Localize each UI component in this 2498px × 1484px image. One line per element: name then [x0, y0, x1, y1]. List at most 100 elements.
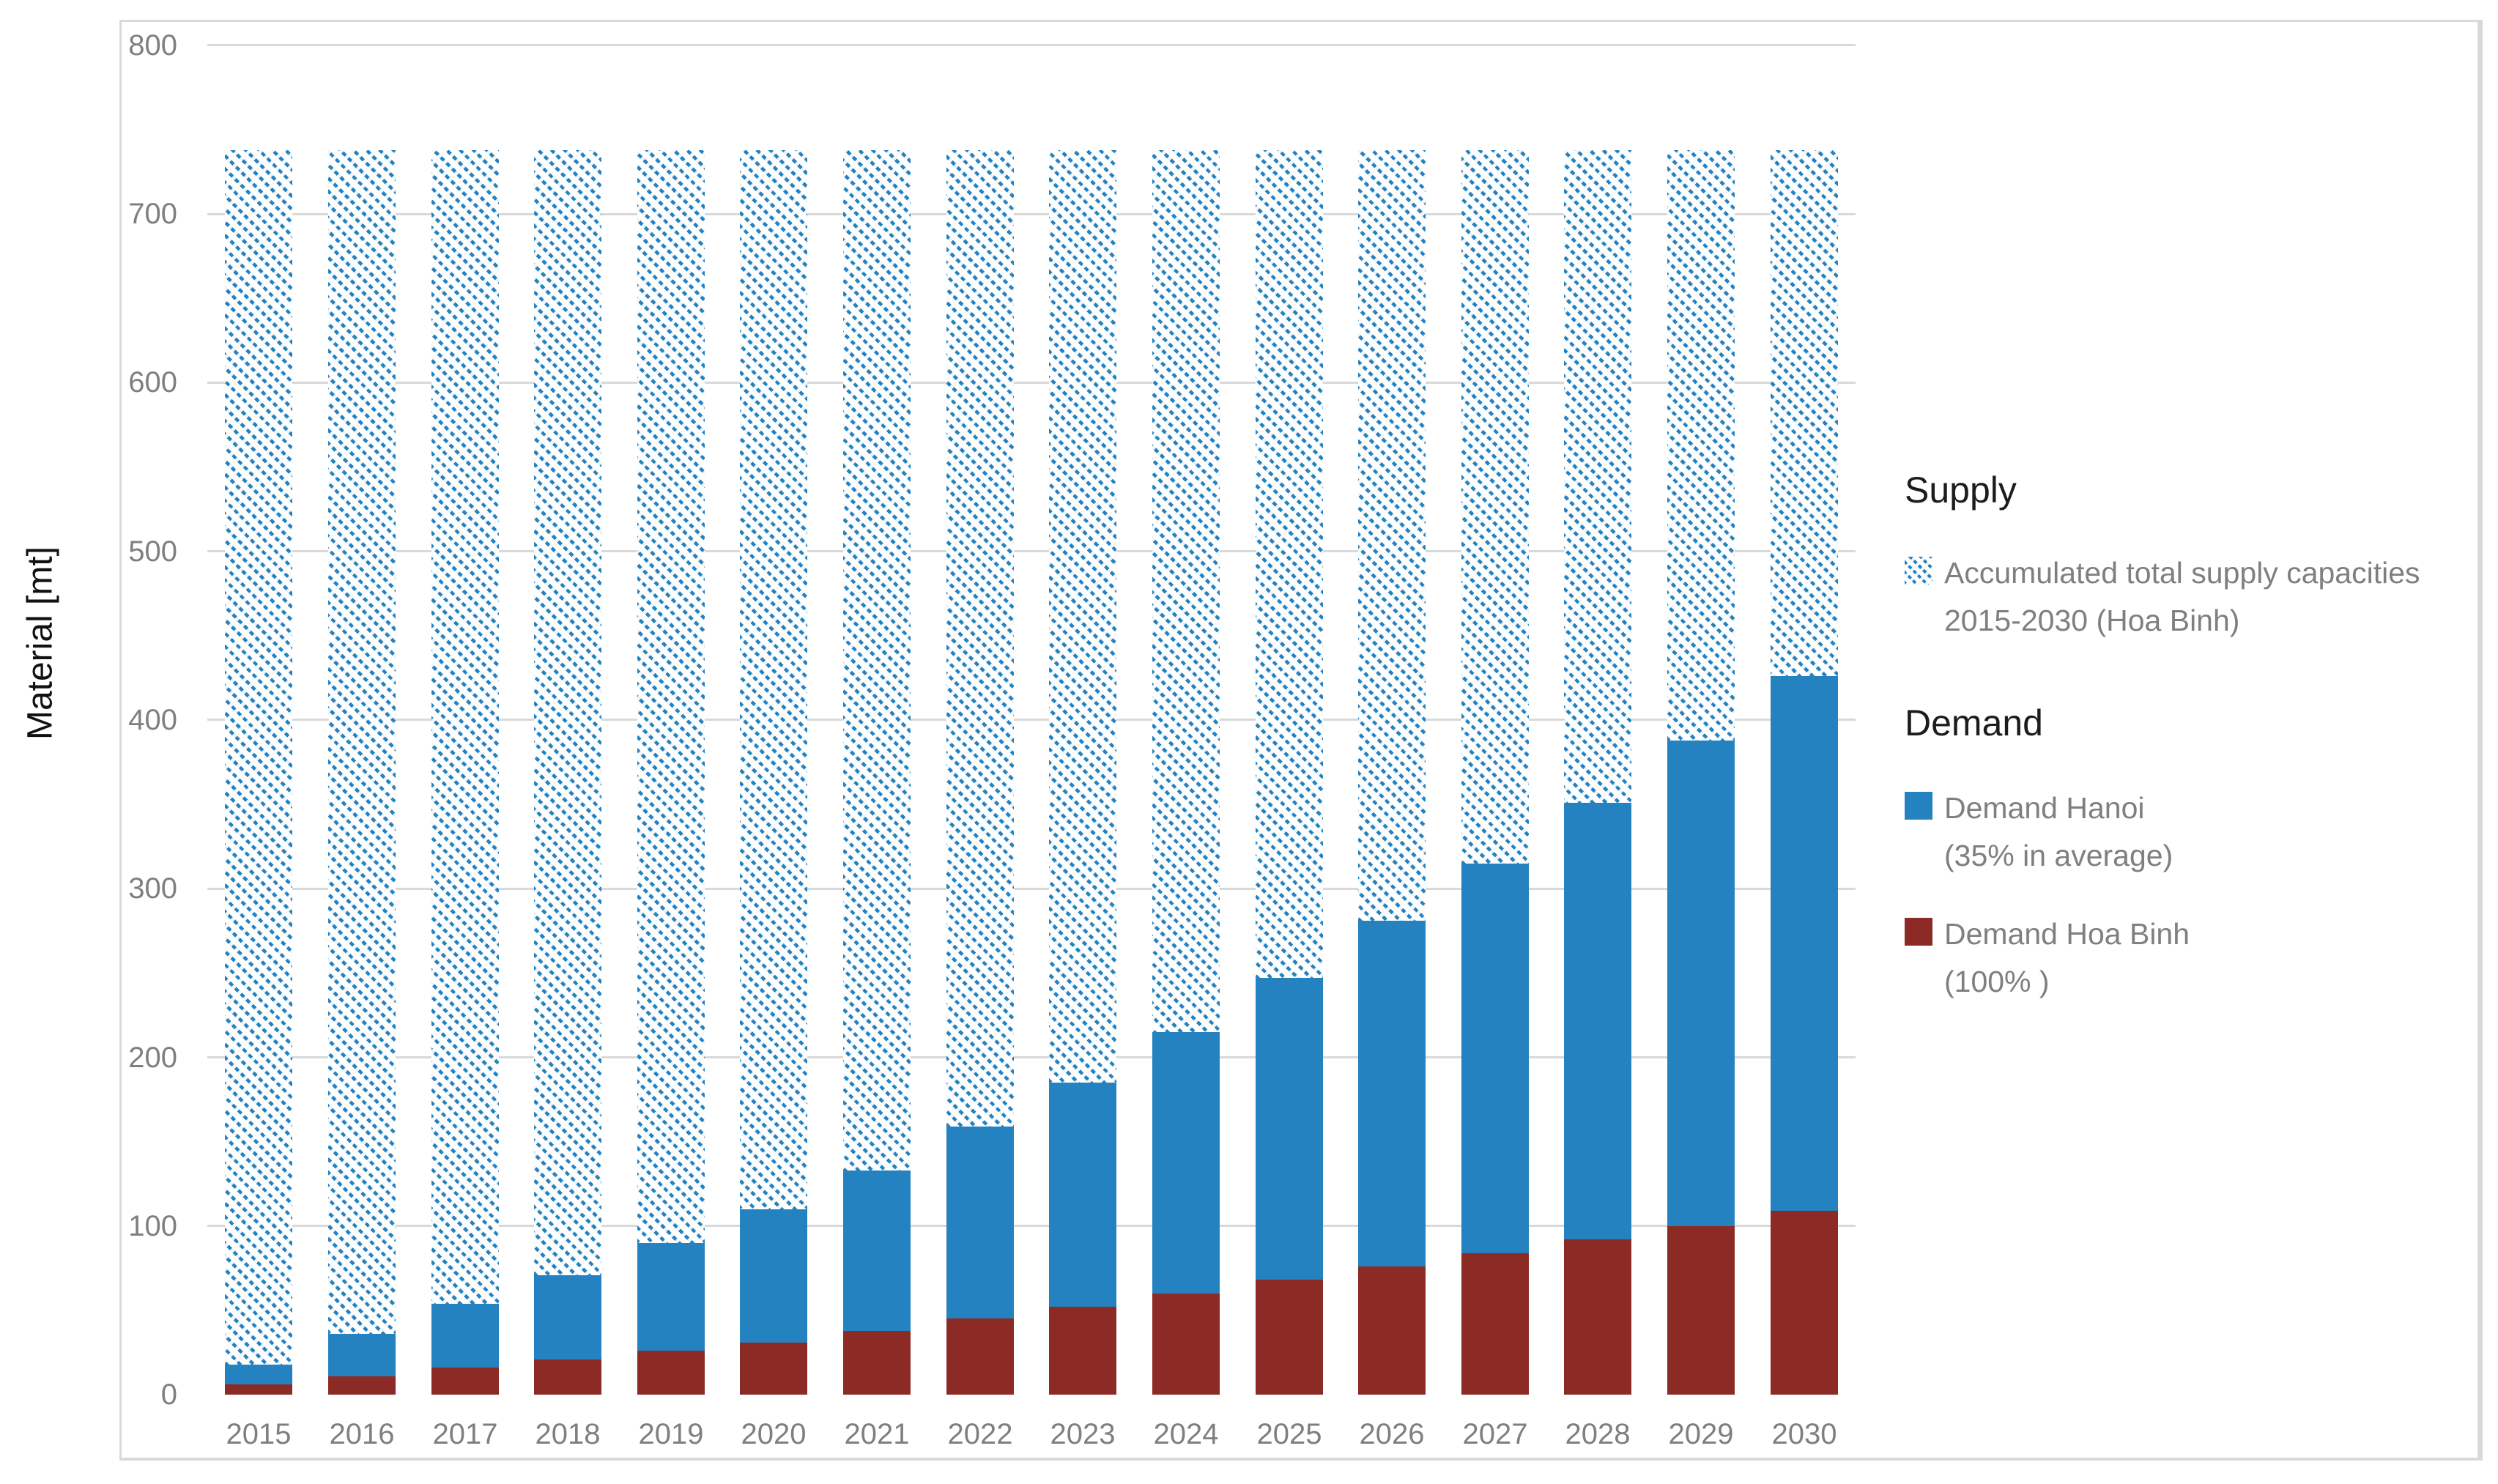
demand-hoa-binh-swatch-icon — [1905, 918, 1932, 946]
bar-2024-supply-capacity — [1152, 150, 1220, 1032]
bar-2021-demand-hoa-binh — [843, 1331, 911, 1395]
legend-item-hanoi-line2: (35% in average) — [1944, 839, 2173, 872]
bar-2026-supply-capacity — [1358, 150, 1426, 921]
y-gridline-100 — [207, 1225, 1856, 1227]
bar-2027-demand-hanoi — [1461, 864, 1529, 1253]
bar-2020-supply-capacity — [740, 150, 807, 1209]
bar-2022-supply-capacity — [946, 150, 1014, 1127]
chart-frame — [119, 20, 2483, 1461]
bar-2030-demand-hoa-binh — [1771, 1211, 1838, 1395]
bar-2021-demand-hanoi — [843, 1170, 911, 1331]
x-axis-label-2024: 2024 — [1153, 1418, 1219, 1450]
x-axis-label-2027: 2027 — [1462, 1418, 1528, 1450]
bar-2025-demand-hoa-binh — [1256, 1280, 1323, 1395]
x-axis-label-2022: 2022 — [947, 1418, 1013, 1450]
x-axis-label-2015: 2015 — [226, 1418, 292, 1450]
legend-item-hanoi-label: Demand Hanoi (35% in average) — [1944, 784, 2173, 880]
x-axis-label-2030: 2030 — [1771, 1418, 1837, 1450]
bar-2027-demand-hoa-binh — [1461, 1253, 1529, 1395]
bar-2028-supply-capacity — [1564, 150, 1631, 803]
legend-supply-header: Supply — [1905, 470, 2017, 511]
legend-item-supply-capacity: Accumulated total supply capacities 2015… — [1905, 549, 2472, 645]
bar-2015-supply-capacity — [225, 150, 292, 1365]
legend-item-supply-line2: 2015-2030 (Hoa Binh) — [1944, 604, 2240, 637]
bar-2018-supply-capacity — [534, 150, 601, 1275]
bar-2022-demand-hanoi — [946, 1127, 1014, 1318]
bar-2028-demand-hoa-binh — [1564, 1239, 1631, 1395]
x-axis-label-2017: 2017 — [432, 1418, 498, 1450]
bar-2025-demand-hanoi — [1256, 978, 1323, 1280]
bar-2021-supply-capacity — [843, 150, 911, 1170]
bar-2028-demand-hanoi — [1564, 803, 1631, 1239]
legend-item-hoa-binh-line2: (100% ) — [1944, 965, 2050, 998]
bar-2024-demand-hoa-binh — [1152, 1294, 1220, 1395]
bar-2016-demand-hanoi — [328, 1334, 396, 1376]
y-gridline-400 — [207, 719, 1856, 721]
supply-hatch-swatch-icon — [1905, 557, 1932, 585]
bar-2030-supply-capacity — [1771, 150, 1838, 676]
bar-2015-demand-hanoi — [225, 1365, 292, 1384]
bar-2018-demand-hanoi — [534, 1275, 601, 1359]
x-axis-label-2023: 2023 — [1050, 1418, 1116, 1450]
bar-2015-demand-hoa-binh — [225, 1384, 292, 1395]
bar-2023-demand-hanoi — [1049, 1083, 1116, 1307]
bar-2026-demand-hoa-binh — [1358, 1266, 1426, 1395]
demand-hanoi-swatch-icon — [1905, 792, 1932, 820]
legend-item-hoa-binh-line1: Demand Hoa Binh — [1944, 917, 2190, 951]
bar-2017-demand-hoa-binh — [431, 1368, 499, 1395]
bar-2023-demand-hoa-binh — [1049, 1307, 1116, 1395]
legend-item-hoa-binh-label: Demand Hoa Binh (100% ) — [1944, 910, 2190, 1006]
y-gridline-800 — [207, 44, 1856, 46]
bar-2024-demand-hanoi — [1152, 1032, 1220, 1294]
y-axis-tick-label-700: 700 — [128, 198, 177, 230]
bar-2016-supply-capacity — [328, 150, 396, 1334]
y-gridline-300 — [207, 888, 1856, 890]
bar-2027-supply-capacity — [1461, 150, 1529, 864]
bar-2019-demand-hoa-binh — [637, 1351, 705, 1395]
y-gridline-200 — [207, 1056, 1856, 1058]
legend-item-supply-label: Accumulated total supply capacities 2015… — [1944, 549, 2420, 645]
legend-item-demand-hanoi: Demand Hanoi (35% in average) — [1905, 784, 2472, 880]
y-axis-tick-label-100: 100 — [128, 1210, 177, 1242]
bar-2025-supply-capacity — [1256, 150, 1323, 978]
x-axis-label-2020: 2020 — [741, 1418, 807, 1450]
y-axis-tick-label-0: 0 — [160, 1379, 177, 1411]
x-axis-label-2019: 2019 — [638, 1418, 704, 1450]
x-axis-label-2028: 2028 — [1565, 1418, 1631, 1450]
y-gridline-700 — [207, 213, 1856, 215]
legend-item-supply-line1: Accumulated total supply capacities — [1944, 556, 2420, 590]
y-axis-tick-label-400: 400 — [128, 704, 177, 736]
legend-demand-header: Demand — [1905, 702, 2043, 743]
bar-2026-demand-hanoi — [1358, 921, 1426, 1266]
y-axis-tick-label-200: 200 — [128, 1042, 177, 1074]
bar-2019-supply-capacity — [637, 150, 705, 1243]
bar-2016-demand-hoa-binh — [328, 1376, 396, 1395]
bar-2020-demand-hanoi — [740, 1209, 807, 1343]
legend-item-demand-hoa-binh: Demand Hoa Binh (100% ) — [1905, 910, 2472, 1006]
bar-2029-supply-capacity — [1667, 150, 1735, 741]
x-axis-label-2016: 2016 — [329, 1418, 395, 1450]
x-axis-label-2025: 2025 — [1256, 1418, 1322, 1450]
x-axis-label-2026: 2026 — [1359, 1418, 1425, 1450]
bar-2029-demand-hanoi — [1667, 741, 1735, 1226]
bar-2020-demand-hoa-binh — [740, 1343, 807, 1395]
legend-item-hanoi-line1: Demand Hanoi — [1944, 791, 2145, 825]
bar-2029-demand-hoa-binh — [1667, 1226, 1735, 1395]
bar-2023-supply-capacity — [1049, 150, 1116, 1083]
legend: Supply Accumulated total supply capaciti… — [1905, 469, 2472, 1006]
bar-2019-demand-hanoi — [637, 1243, 705, 1351]
y-axis-tick-label-600: 600 — [128, 366, 177, 398]
x-axis-label-2018: 2018 — [535, 1418, 601, 1450]
bar-2017-supply-capacity — [431, 150, 499, 1304]
bar-2030-demand-hanoi — [1771, 676, 1838, 1211]
y-axis-tick-label-300: 300 — [128, 872, 177, 905]
x-axis-label-2021: 2021 — [844, 1418, 910, 1450]
y-gridline-600 — [207, 382, 1856, 384]
y-gridline-500 — [207, 550, 1856, 552]
bar-2017-demand-hanoi — [431, 1304, 499, 1368]
y-axis-tick-label-500: 500 — [128, 535, 177, 568]
x-axis-label-2029: 2029 — [1668, 1418, 1734, 1450]
bar-2018-demand-hoa-binh — [534, 1359, 601, 1395]
y-axis-tick-label-800: 800 — [128, 29, 177, 62]
